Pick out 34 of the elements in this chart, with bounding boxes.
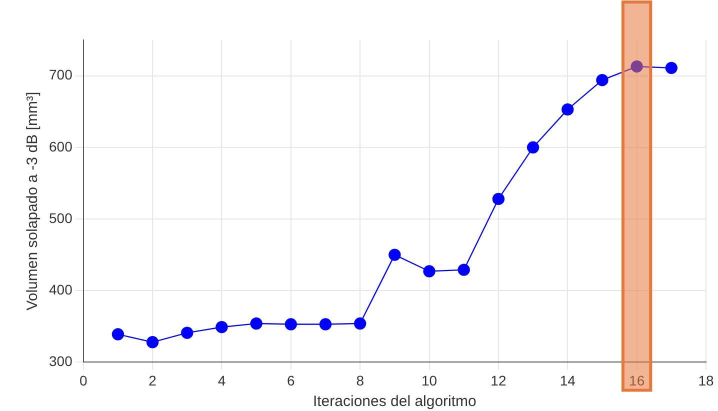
y-tick-label: 400: [49, 281, 73, 298]
point: [319, 318, 332, 330]
point: [112, 328, 124, 340]
point: [596, 74, 608, 86]
x-tick-label: 10: [421, 372, 438, 388]
x-tick-label: 6: [287, 372, 296, 388]
x-tick-label: 0: [79, 372, 88, 388]
x-axis-title: Iteraciones del algoritmo: [312, 393, 476, 410]
y-tick-label: 700: [49, 66, 73, 83]
y-tick-label: 600: [49, 138, 73, 154]
point: [216, 321, 228, 334]
y-tick-label: 300: [49, 353, 73, 370]
point: [492, 192, 505, 206]
point: [388, 248, 401, 261]
x-tick-label: 14: [560, 372, 576, 388]
x-tick-label: 8: [356, 372, 364, 388]
point: [562, 103, 574, 116]
point: [423, 265, 436, 278]
point: [458, 264, 470, 276]
x-tick-label: 18: [698, 372, 714, 388]
point: [526, 141, 540, 154]
x-tick-label: 12: [490, 372, 506, 388]
point: [146, 336, 159, 348]
y-axis-title: Volumen solapado a -3 dB [mm³]: [24, 92, 42, 310]
y-tick-label: 500: [49, 210, 73, 226]
point: [250, 317, 262, 330]
point: [354, 317, 366, 330]
x-tick-label: 2: [148, 372, 157, 388]
x-tick-label: 4: [218, 372, 226, 388]
x-tick-label: 16: [629, 372, 645, 388]
point: [665, 62, 678, 74]
point: [630, 60, 643, 73]
point: [181, 326, 194, 339]
point: [284, 318, 298, 330]
